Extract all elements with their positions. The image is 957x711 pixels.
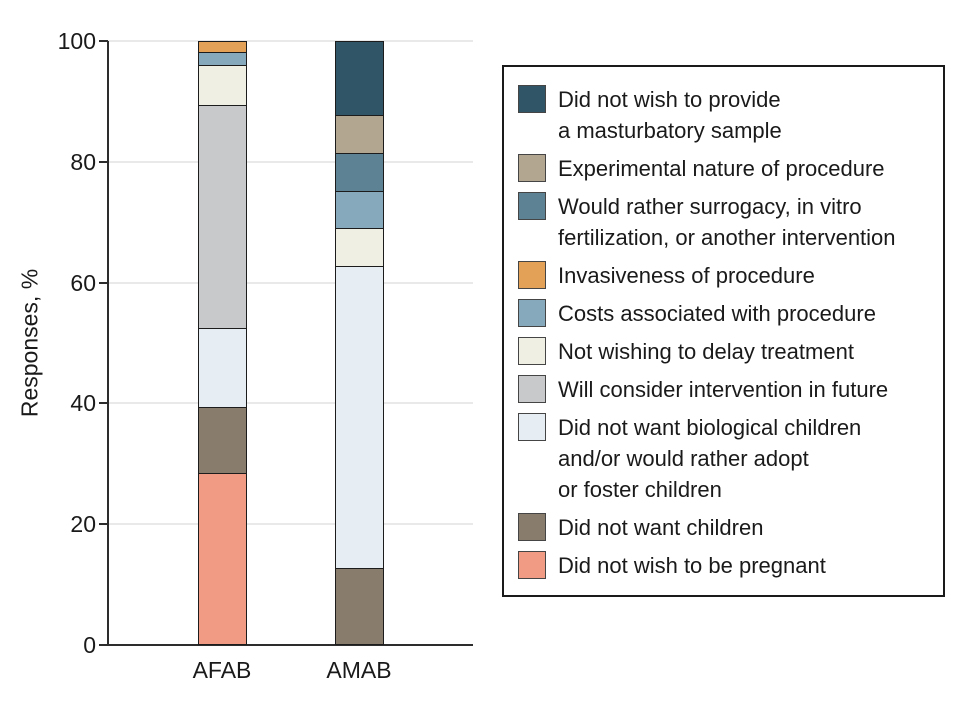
y-tick-label: 100 (57, 28, 96, 54)
gridline (108, 160, 473, 163)
legend-label: Did not wish to provide a masturbatory s… (558, 87, 782, 143)
legend-item: Did not wish to be pregnant (518, 550, 929, 581)
legend-item: Costs associated with procedure (518, 298, 929, 329)
y-tick-label: 80 (70, 148, 96, 175)
legend-label: Did not want children (558, 515, 764, 540)
bar-segment (334, 115, 384, 155)
legend-label: Will consider intervention in future (558, 377, 889, 402)
legend-item: Did not want children (518, 512, 929, 543)
y-tick-label: 20 (70, 511, 96, 538)
y-tick (99, 402, 108, 405)
y-tick (99, 160, 108, 163)
legend-label: Did not want biological children and/or … (558, 415, 862, 502)
y-tick (99, 644, 108, 646)
gridline (108, 523, 473, 526)
legend-item: Not wishing to delay treatment (518, 336, 929, 367)
bar-segment (334, 152, 384, 192)
x-category-label-amab: AMAB (326, 657, 392, 683)
legend-item: Would rather surrogacy, in vitro fertili… (518, 191, 929, 253)
bar-segment (197, 104, 247, 330)
legend-swatch (518, 513, 546, 541)
legend-swatch (518, 551, 546, 579)
y-tick (99, 523, 108, 526)
legend-swatch (518, 375, 546, 403)
bar-segment (334, 266, 384, 570)
legend-item: Did not wish to provide a masturbatory s… (518, 84, 929, 146)
bar-segment (334, 568, 384, 645)
legend-label: Invasiveness of procedure (558, 263, 815, 288)
legend-swatch (518, 261, 546, 289)
y-tick-label: 40 (70, 390, 96, 417)
gridline (108, 40, 473, 42)
bar-segment (197, 328, 247, 409)
y-tick-label: 60 (70, 269, 96, 296)
legend-swatch (518, 337, 546, 365)
legend-item: Will consider intervention in future (518, 374, 929, 405)
legend-item: Invasiveness of procedure (518, 260, 929, 291)
legend-swatch (518, 154, 546, 182)
y-tick (99, 40, 108, 42)
bar-segment (197, 472, 247, 645)
y-axis-title: Responses, % (16, 268, 43, 418)
legend-swatch (518, 192, 546, 220)
y-tick-label: 0 (83, 632, 96, 658)
legend-swatch (518, 85, 546, 113)
y-tick (99, 281, 108, 284)
gridline (108, 402, 473, 405)
bar-segment (197, 65, 247, 107)
legend: Did not wish to provide a masturbatory s… (502, 65, 945, 597)
legend-label: Did not wish to be pregnant (558, 553, 826, 578)
gridline (108, 281, 473, 284)
legend-label: Experimental nature of procedure (558, 156, 885, 181)
legend-swatch (518, 299, 546, 327)
legend-label: Not wishing to delay treatment (558, 339, 854, 364)
legend-item: Experimental nature of procedure (518, 153, 929, 184)
y-axis-line (107, 41, 109, 646)
x-category-label-afab: AFAB (192, 657, 252, 683)
bar-segment (197, 406, 247, 475)
legend-label: Costs associated with procedure (558, 301, 876, 326)
bar-segment (334, 190, 384, 230)
legend-swatch (518, 413, 546, 441)
legend-item: Did not want biological children and/or … (518, 412, 929, 505)
x-axis-line (107, 644, 473, 646)
bar-segment (334, 228, 384, 268)
bar-segment (334, 41, 384, 117)
legend-label: Would rather surrogacy, in vitro fertili… (558, 194, 896, 250)
